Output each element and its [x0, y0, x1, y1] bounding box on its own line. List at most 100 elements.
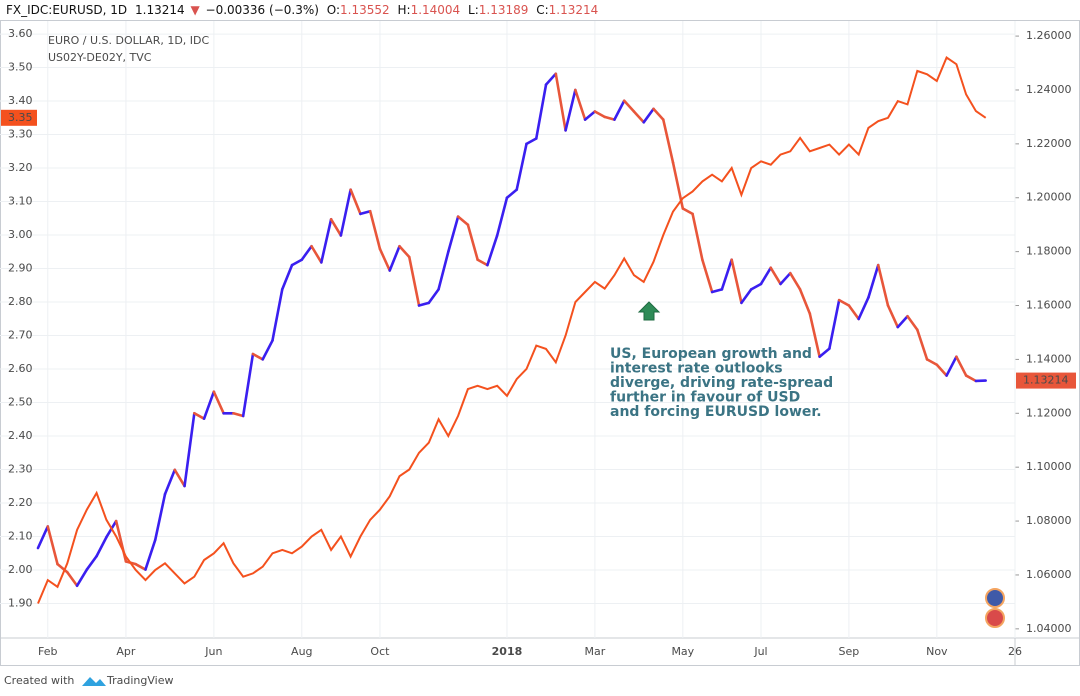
price-segment: [896, 314, 909, 329]
price-segment: [193, 411, 206, 420]
annotation-line: US, European growth and: [610, 346, 812, 362]
price-segment: [730, 258, 743, 305]
x-tick-label: 26: [1008, 645, 1022, 658]
price-segment: [427, 288, 440, 305]
y-tick-label: 3.00: [8, 228, 33, 241]
price-segment: [95, 535, 108, 558]
y-tick-label: 2.30: [8, 463, 33, 476]
y-tick-label: 2.10: [8, 530, 33, 543]
price-segment: [144, 538, 157, 571]
price-segment: [808, 312, 821, 359]
price-segment: [544, 72, 558, 86]
y2-tick-label: 1.20000: [1026, 191, 1072, 204]
price-segment: [593, 110, 606, 119]
price-segment: [359, 209, 372, 216]
y2-tick-label: 1.16000: [1026, 299, 1072, 312]
x-tick-label: 2018: [492, 645, 523, 658]
price-segment: [329, 218, 343, 237]
price-segment: [495, 196, 509, 237]
ohlc-value: 1.13552: [340, 3, 390, 17]
price-segment: [554, 72, 567, 132]
price-segment: [534, 83, 548, 140]
y2-tick-label: 1.18000: [1026, 245, 1072, 258]
x-tick-label: Mar: [585, 645, 606, 658]
price-segment: [964, 374, 978, 383]
price-segment: [925, 358, 939, 367]
price-segment: [134, 562, 147, 571]
price-segment: [407, 255, 421, 307]
price-segment: [886, 304, 900, 329]
spread-line: [37, 55, 987, 604]
price-segment: [183, 411, 196, 488]
price-segment: [280, 263, 294, 291]
price-segment: [681, 207, 694, 216]
x-tick-label: Apr: [116, 645, 136, 658]
x-tick-label: Jul: [753, 645, 767, 658]
ohlc-label: L:: [468, 3, 479, 17]
y2-tick-label: 1.14000: [1026, 352, 1072, 365]
price-segment: [906, 314, 919, 332]
price-segment: [847, 304, 860, 321]
price-segment: [261, 339, 274, 361]
price-segment: [310, 244, 323, 264]
y-tick-label: 2.60: [8, 362, 33, 375]
header: FX_IDC:EURUSD, 1D 1.13214 ▼ −0.00336 (−0…: [6, 3, 598, 17]
down-arrow: ▼: [190, 3, 200, 17]
x-tick-label: Feb: [38, 645, 57, 658]
price-segment: [613, 99, 626, 121]
ohlc-label: C:: [536, 3, 548, 17]
y-tick-label: 3.30: [8, 128, 33, 141]
price-segment: [828, 298, 841, 350]
y-tick-label: 2.90: [8, 262, 33, 275]
x-tick-label: Aug: [291, 645, 312, 658]
annotation-line: diverge, driving rate-spread: [610, 375, 833, 391]
price-segment: [368, 209, 382, 251]
price-segment: [476, 258, 489, 267]
price-segment: [241, 352, 255, 418]
ohlc-value: 1.14004: [411, 3, 461, 17]
x-tick-label: Jun: [204, 645, 222, 658]
price-segment: [46, 525, 59, 566]
price-segment: [271, 288, 284, 342]
price-segment: [779, 271, 792, 286]
price-segment: [75, 568, 89, 588]
price-segment: [603, 115, 616, 121]
price-segment: [749, 282, 763, 291]
annotation-line: and forcing EURUSD lower.: [610, 404, 822, 420]
price-segment: [232, 411, 245, 418]
y2-tick-label: 1.04000: [1026, 622, 1072, 635]
y2-tick-label: 1.12000: [1026, 406, 1072, 419]
y-tick-label: 2.50: [8, 396, 33, 409]
y-tick-label: 2.70: [8, 329, 33, 342]
last-value-badge: [1016, 372, 1076, 389]
y-tick-label: 2.80: [8, 295, 33, 308]
price-segment: [769, 266, 782, 286]
price-segment: [759, 266, 773, 286]
y2-tick-label: 1.22000: [1026, 137, 1072, 150]
price-segment: [915, 328, 929, 361]
price: 1.13214: [135, 3, 185, 17]
price-segment: [349, 188, 362, 216]
y-tick-label: 3.10: [8, 195, 33, 208]
price-segment: [788, 271, 802, 291]
price-segment: [740, 288, 753, 305]
change: −0.00336 (−0.3%): [206, 3, 319, 17]
y2-tick-label: 1.10000: [1026, 460, 1072, 473]
price-segment: [456, 215, 470, 226]
x-tick-label: Sep: [839, 645, 860, 658]
y-tick-label: 1.90: [8, 596, 33, 609]
legend-entry: EURO / U.S. DOLLAR, 1D, IDC: [48, 34, 210, 47]
y-tick-label: 3.40: [8, 94, 33, 107]
logo-badge: [985, 588, 1005, 628]
plot: 1.13214 3.35: [1, 55, 1076, 604]
y-tick-label: 2.00: [8, 563, 33, 576]
price-segment: [212, 390, 225, 415]
price-segment: [652, 107, 665, 121]
price-segment: [867, 263, 880, 299]
up-arrow-icon: [637, 301, 661, 321]
price-segment: [857, 296, 870, 321]
y2-tick-label: 1.08000: [1026, 514, 1072, 527]
x-tick-label: Nov: [926, 645, 948, 658]
last-value-label: 1.13214: [1023, 374, 1069, 387]
price-segment: [837, 298, 851, 307]
